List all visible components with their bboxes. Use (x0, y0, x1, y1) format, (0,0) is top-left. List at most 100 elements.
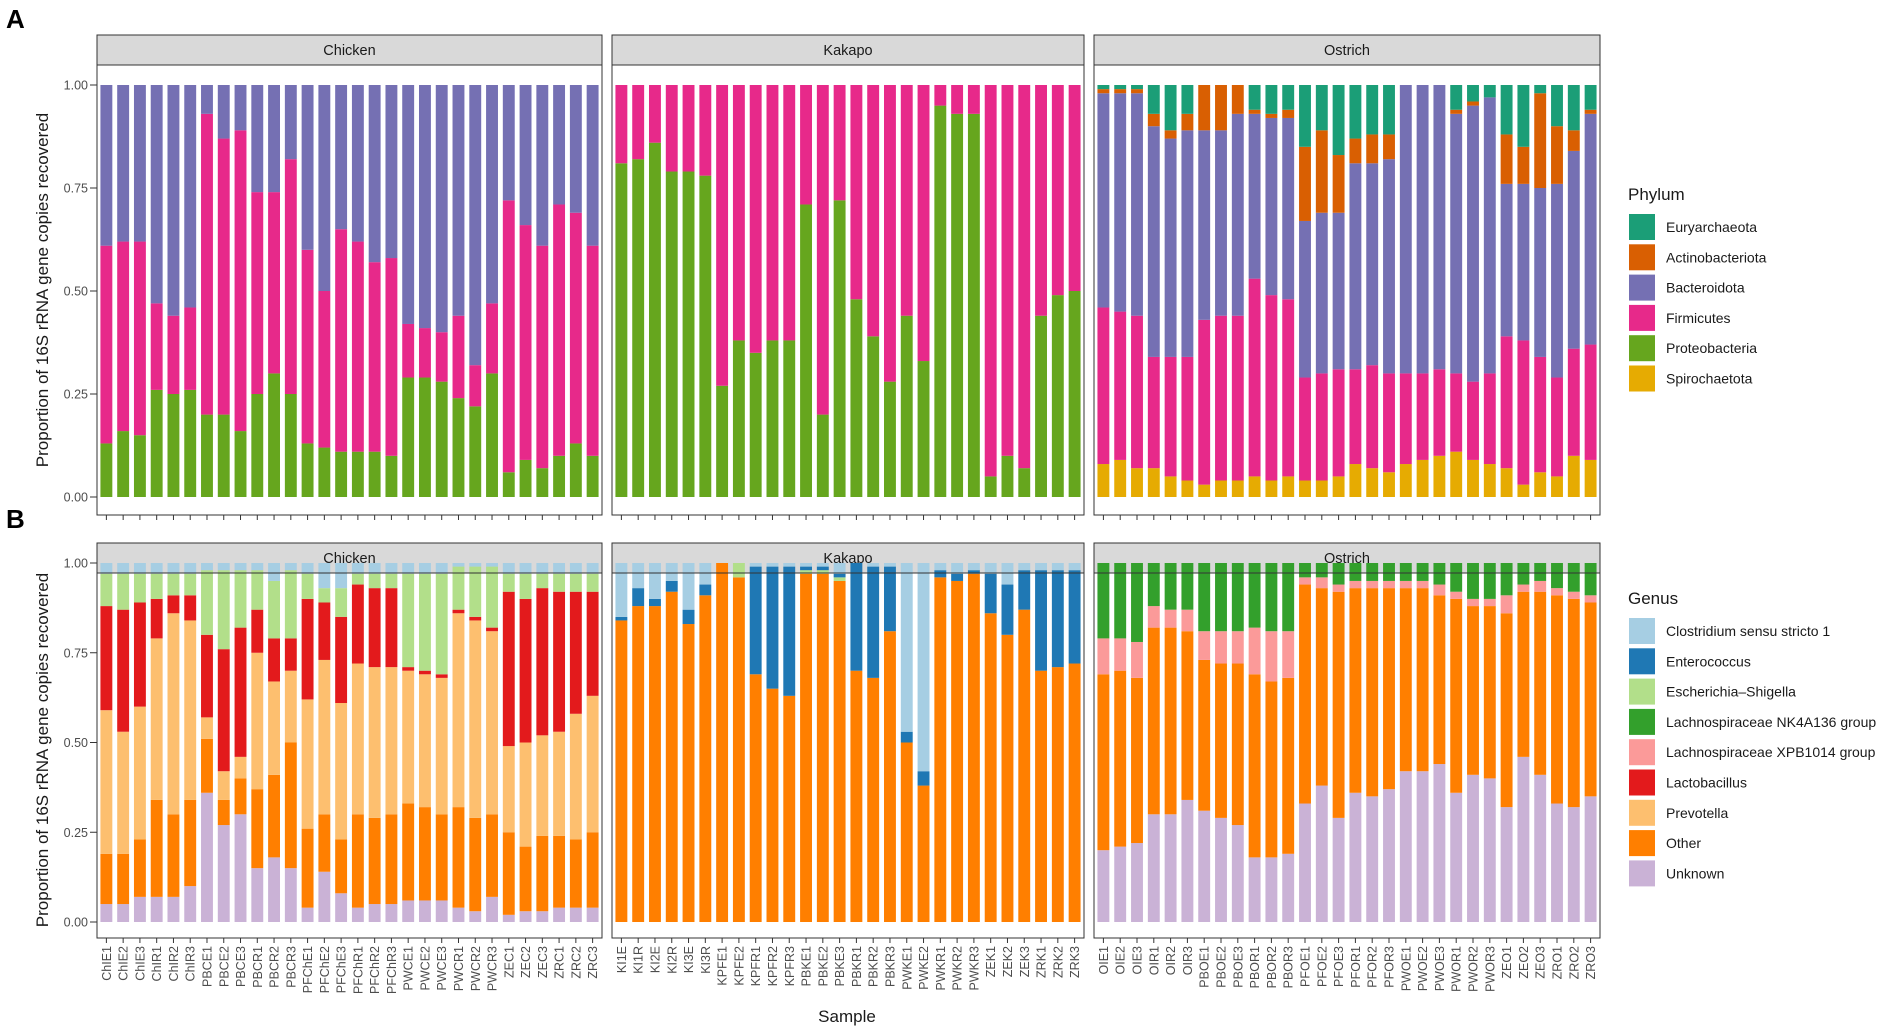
bar-segment-pfor1-actinobacteriota (1349, 138, 1362, 164)
bar-segment-zrk2-clostridium-sensu-stricto-1 (1051, 563, 1064, 571)
bar-segment-oir2-lachnospiraceae-nk4a136-group (1164, 563, 1177, 610)
bar-segment-chir2-other (167, 814, 180, 897)
bar-segment-pboe2-actinobacteriota (1215, 85, 1227, 131)
x-tick-label-zrk3: ZRK3 (1068, 946, 1082, 978)
legend-label-spirochaetota: Spirochaetota (1666, 371, 1753, 387)
bar-segment-pbkr2-proteobacteria (867, 336, 880, 497)
bar-segment-pboe2-bacteroidota (1215, 130, 1227, 316)
bar-segment-oir3-actinobacteriota (1181, 113, 1194, 131)
legend-label-lachnospiraceae-nk4a136-group: Lachnospiraceae NK4A136 group (1666, 714, 1876, 730)
x-tick-label-ki1e: KI1E (615, 946, 629, 973)
bar-segment-pwor2-actinobacteriota (1467, 101, 1479, 106)
bar-segment-pbcr1-other (251, 789, 264, 869)
x-tick-label-oie3: OIE3 (1131, 946, 1145, 975)
bar-segment-pfor3-lachnospiraceae-xpb1014-group (1383, 580, 1395, 589)
legend-swatch-bacteroidota (1629, 274, 1655, 301)
bar-segment-pbkr1-firmicutes (850, 85, 863, 300)
bar-segment-zeo3-lachnospiraceae-xpb1014-group (1534, 580, 1547, 592)
x-tick-label-pwkr2: PWKR2 (951, 946, 965, 991)
bar-segment-pwor2-spirochaetota (1467, 459, 1479, 497)
bar-segment-pwcr3-lactobacillus (486, 627, 498, 632)
bar-segment-zeo2-unknown (1517, 756, 1530, 922)
bar-segment-zec2-proteobacteria (519, 459, 532, 497)
x-tick-label-zrc3: ZRC3 (586, 946, 600, 979)
x-tick-label-pbcr3: PBCR3 (284, 946, 298, 988)
bar-segment-pboe1-actinobacteriota (1198, 85, 1211, 131)
x-tick-label-chir1: ChIR1 (150, 946, 164, 981)
legend-swatch-actinobacteriota (1629, 244, 1655, 271)
bar-segment-zrk3-proteobacteria (1068, 291, 1081, 497)
bar-segment-pbor1-bacteroidota (1248, 113, 1261, 279)
bar-segment-pwcr2-proteobacteria (469, 406, 482, 497)
x-tick-label-oie2: OIE2 (1114, 946, 1128, 975)
bar-segment-oir1-unknown (1147, 814, 1160, 922)
bar-segment-pwcr1-unknown (452, 907, 465, 922)
bar-segment-pfor2-spirochaetota (1366, 468, 1379, 497)
bar-segment-pwor1-firmicutes (1450, 373, 1463, 452)
bar-segment-zrk2-enterococcus (1051, 570, 1064, 668)
bar-segment-pfor1-euryarchaeota (1349, 85, 1362, 139)
bar-segment-kpfr3-firmicutes (783, 85, 796, 341)
bar-segment-pbce2-prevotella (217, 771, 230, 800)
bar-segment-chie1-lactobacillus (100, 606, 113, 711)
bar-segment-zek3-other (1018, 609, 1031, 922)
bar-segment-pwce3-bacteroidota (435, 85, 448, 333)
bar-segment-pwcr1-proteobacteria (452, 398, 465, 497)
bar-segment-pbor2-other (1265, 681, 1278, 858)
bar-segment-pfoe1-lachnospiraceae-xpb1014-group (1299, 577, 1311, 585)
bar-segment-zec1-escherichia-shigella (502, 573, 515, 592)
bar-segment-pbor1-other (1248, 674, 1261, 858)
bar-segment-ki1e-enterococcus (615, 616, 628, 621)
legend-swatch-lactobacillus (1629, 769, 1655, 796)
x-tick-label-pbor3: PBOR3 (1282, 946, 1296, 988)
x-tick-label-oir1: OIR1 (1147, 946, 1161, 975)
x-tick-label-pbce1: PBCE1 (200, 946, 214, 987)
bar-segment-zek2-other (1001, 634, 1014, 922)
bar-segment-pfor3-euryarchaeota (1383, 85, 1395, 135)
x-tick-label-pfchr2: PFChR2 (368, 946, 382, 994)
bar-segment-pfoe2-unknown (1315, 785, 1328, 922)
bar-segment-pbkr1-proteobacteria (850, 299, 863, 497)
bar-segment-pfchr1-lactobacillus (351, 584, 364, 664)
bar-segment-zeo3-firmicutes (1534, 356, 1547, 473)
bar-segment-zro1-bacteroidota (1551, 183, 1563, 378)
bar-segment-chir2-firmicutes (167, 315, 180, 394)
bar-segment-pbke2-enterococcus (816, 566, 829, 571)
x-tick-label-chir2: ChIR2 (167, 946, 181, 981)
bar-segment-chie1-firmicutes (100, 245, 113, 444)
legend-label-prevotella: Prevotella (1666, 805, 1728, 821)
bar-segment-oir3-lachnospiraceae-xpb1014-group (1181, 609, 1194, 632)
bar-segment-ki2e-firmicutes (649, 85, 661, 143)
bar-segment-oie3-euryarchaeota (1131, 85, 1143, 90)
bar-segment-pbor3-bacteroidota (1282, 117, 1295, 300)
bar-segment-zeo3-lachnospiraceae-nk4a136-group (1534, 563, 1547, 581)
bar-segment-zrk1-other (1035, 670, 1047, 922)
bar-segment-zrc3-other (586, 832, 599, 908)
bar-segment-zro2-firmicutes (1567, 348, 1580, 456)
bar-segment-pfche2-escherichia-shigella (318, 588, 331, 603)
bar-segment-pfche3-lactobacillus (335, 616, 348, 704)
bar-segment-pbce3-firmicutes (234, 130, 247, 432)
bar-segment-zec2-unknown (519, 911, 532, 922)
x-tick-label-pbkr3: PBKR3 (883, 946, 897, 987)
bar-segment-zek3-firmicutes (1018, 85, 1031, 469)
facet-label-chicken: Chicken (323, 551, 375, 567)
bar-segment-zrc1-clostridium-sensu-stricto-1 (553, 563, 566, 574)
bar-segment-chie2-unknown (117, 904, 130, 922)
legend-label-clostridium-sensu-stricto-1: Clostridium sensu stricto 1 (1666, 623, 1830, 639)
bar-segment-oir2-other (1164, 627, 1177, 815)
bar-segment-chie3-proteobacteria (133, 435, 146, 497)
bar-segment-zec2-firmicutes (519, 225, 532, 460)
bar-segment-oir3-lachnospiraceae-nk4a136-group (1181, 563, 1194, 610)
bar-segment-ki3e-enterococcus (682, 609, 695, 625)
bar-segment-pfoe3-euryarchaeota (1332, 85, 1345, 156)
panel-background (1094, 573, 1600, 938)
bar-segment-zeo2-actinobacteriota (1517, 146, 1530, 184)
bar-segment-oie3-spirochaetota (1131, 468, 1143, 497)
x-tick-label-zek2: ZEK2 (1001, 946, 1015, 977)
bar-segment-zrc3-escherichia-shigella (586, 573, 599, 592)
bar-segment-zro3-other (1584, 602, 1597, 797)
panel-letter-a: A (6, 4, 25, 34)
facet-label-ostrich: Ostrich (1324, 43, 1370, 59)
bar-segment-pwoe1-unknown (1399, 771, 1412, 922)
